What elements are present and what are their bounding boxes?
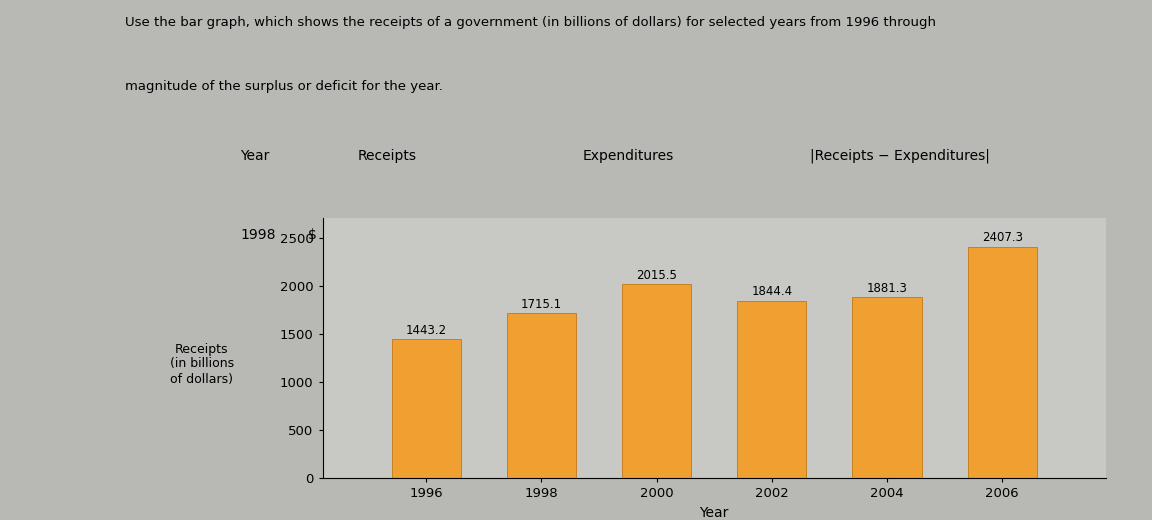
Text: 2407.3: 2407.3 [982,231,1023,244]
Text: $: $ [780,228,789,242]
Bar [622,284,691,478]
Bar [392,340,461,478]
Bar [507,313,576,478]
Text: Use the bar graph, which shows the receipts of a government (in billions of doll: Use the bar graph, which shows the recei… [124,16,935,29]
Text: Receipts: Receipts [357,149,416,163]
Text: $1653.6 billion: $1653.6 billion [576,228,680,242]
Text: 1751.1: 1751.1 [329,228,378,242]
Text: Year: Year [240,149,270,163]
Text: 1443.2: 1443.2 [406,324,447,337]
Text: $: $ [308,228,317,242]
Text: 1998: 1998 [240,228,275,242]
Text: ✗: ✗ [497,228,509,243]
Bar [737,301,806,478]
Text: 1881.3: 1881.3 [866,282,908,295]
Text: 97.5: 97.5 [797,228,828,242]
Text: |Receipts − Expenditures|: |Receipts − Expenditures| [811,149,991,163]
Text: 1844.4: 1844.4 [751,285,793,298]
Text: billion: billion [517,228,560,242]
Bar [852,297,922,478]
Text: 2015.5: 2015.5 [636,269,677,282]
Text: magnitude of the surplus or deficit for the year.: magnitude of the surplus or deficit for … [124,80,442,93]
Text: 1715.1: 1715.1 [521,298,562,311]
X-axis label: Year: Year [699,506,729,520]
Text: ✗: ✗ [932,228,945,243]
Text: Receipts
(in billions
of dollars): Receipts (in billions of dollars) [169,343,234,385]
Bar [968,246,1037,478]
Text: Expenditures: Expenditures [582,149,674,163]
Text: billion: billion [950,228,992,242]
